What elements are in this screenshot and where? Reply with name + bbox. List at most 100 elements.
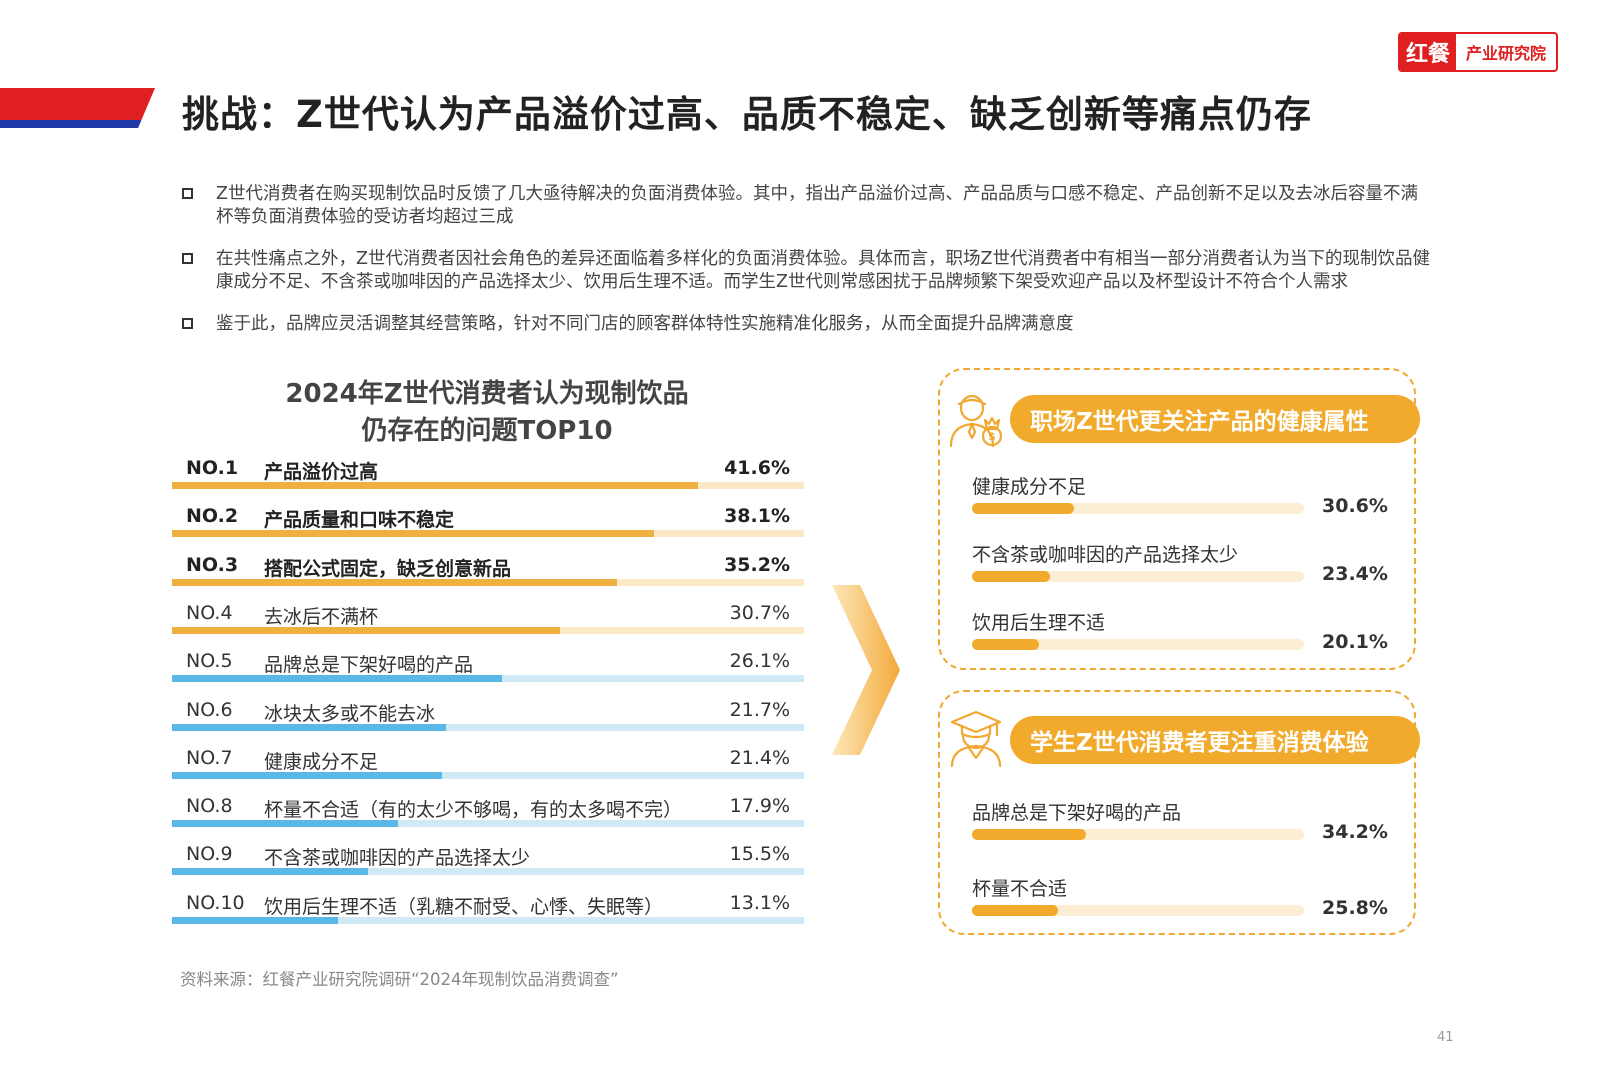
bar-track bbox=[172, 626, 804, 634]
bullet-item: Z世代消费者在购买现制饮品时反馈了几大亟待解决的负面消费体验。其中，指出产品溢价… bbox=[182, 183, 1432, 229]
bar bbox=[172, 916, 338, 924]
svg-text:$: $ bbox=[988, 430, 996, 443]
category-label: 饮用后生理不适 bbox=[972, 612, 1106, 634]
data-label: 15.5% bbox=[729, 843, 790, 866]
bullet-square-icon bbox=[182, 318, 193, 329]
bar-track bbox=[972, 639, 1304, 650]
brand-logo: 红餐 产业研究院 bbox=[1398, 32, 1558, 72]
list-item: 品牌总是下架好喝的产品 34.2% bbox=[972, 798, 1392, 858]
bar-track bbox=[172, 820, 804, 828]
bar-track bbox=[972, 503, 1304, 514]
bar-track bbox=[172, 578, 804, 586]
bar bbox=[172, 868, 368, 876]
category-label: 产品溢价过高 bbox=[264, 461, 379, 483]
data-label: 17.9% bbox=[729, 795, 790, 818]
data-label: 21.4% bbox=[729, 746, 790, 769]
data-label: 38.1% bbox=[724, 505, 790, 528]
category-label: 杯量不合适（有的太少不够喝，有的太多喝不完） bbox=[264, 799, 683, 822]
bar-track bbox=[172, 771, 804, 779]
list-item: 饮用后生理不适 20.1% bbox=[972, 608, 1392, 668]
list-item: 不含茶或咖啡因的产品选择太少 23.4% bbox=[972, 540, 1392, 600]
bar bbox=[972, 571, 1050, 582]
student-panel-title: 学生Z世代消费者更注重消费体验 bbox=[1010, 716, 1420, 764]
bar bbox=[172, 530, 654, 538]
category-label: 不含茶或咖啡因的产品选择太少 bbox=[264, 847, 531, 870]
data-label: 35.2% bbox=[724, 553, 790, 576]
bullet-item: 鉴于此，品牌应灵活调整其经营策略，针对不同门店的顾客群体特性实施精准化服务，从而… bbox=[182, 313, 1432, 336]
table-row: NO.1 产品溢价过高 41.6% bbox=[172, 452, 804, 500]
logo-brand-text: 红餐 bbox=[1400, 34, 1456, 70]
title-accent-stripe bbox=[0, 120, 155, 128]
rank-label: NO.1 bbox=[186, 457, 239, 479]
data-label: 30.7% bbox=[729, 601, 790, 624]
bullet-list: Z世代消费者在购买现制饮品时反馈了几大亟待解决的负面消费体验。其中，指出产品溢价… bbox=[182, 183, 1432, 355]
bar bbox=[172, 820, 399, 828]
workplace-panel-title: 职场Z世代更关注产品的健康属性 bbox=[1010, 395, 1420, 443]
rank-label: NO.5 bbox=[186, 650, 233, 673]
bar-track bbox=[172, 916, 804, 924]
page-number: 41 bbox=[1437, 1030, 1454, 1045]
category-label: 品牌总是下架好喝的产品 bbox=[264, 654, 474, 677]
bullet-text: Z世代消费者在购买现制饮品时反馈了几大亟待解决的负面消费体验。其中，指出产品溢价… bbox=[216, 184, 1418, 227]
bar bbox=[172, 482, 698, 489]
student-panel bbox=[938, 690, 1416, 935]
graduate-icon bbox=[950, 710, 1002, 768]
workplace-panel bbox=[938, 368, 1416, 670]
data-label: 34.2% bbox=[1322, 821, 1388, 843]
source-note: 资料来源：红餐产业研究院调研“2024年现制饮品消费调查” bbox=[180, 970, 619, 989]
rank-label: NO.3 bbox=[186, 553, 239, 576]
bar bbox=[172, 578, 617, 586]
bar bbox=[972, 905, 1058, 916]
bar bbox=[172, 771, 443, 779]
bar-track bbox=[972, 829, 1304, 840]
page-title: 挑战：Z世代认为产品溢价过高、品质不稳定、缺乏创新等痛点仍存 bbox=[182, 93, 1312, 136]
bar bbox=[172, 626, 561, 634]
table-row: NO.2 产品质量和口味不稳定 38.1% bbox=[172, 500, 804, 548]
chart-title-line1: 2024年Z世代消费者认为现制饮品 bbox=[285, 379, 689, 409]
category-label: 不含茶或咖啡因的产品选择太少 bbox=[972, 544, 1239, 566]
bar-track bbox=[172, 723, 804, 731]
table-row: NO.9 不含茶或咖啡因的产品选择太少 15.5% bbox=[172, 838, 804, 886]
table-row: NO.4 去冰后不满杯 30.7% bbox=[172, 597, 804, 645]
bar bbox=[972, 829, 1086, 840]
bar bbox=[972, 503, 1074, 514]
bar-track bbox=[972, 905, 1304, 916]
rank-label: NO.8 bbox=[186, 795, 233, 818]
data-label: 30.6% bbox=[1322, 495, 1388, 517]
data-label: 20.1% bbox=[1322, 631, 1388, 653]
bullet-text: 鉴于此，品牌应灵活调整其经营策略，针对不同门店的顾客群体特性实施精准化服务，从而… bbox=[216, 314, 1074, 334]
chart-title-line2: 仍存在的问题TOP10 bbox=[361, 416, 613, 446]
table-row: NO.10 饮用后生理不适（乳糖不耐受、心悸、失眠等） 13.1% bbox=[172, 887, 804, 935]
category-label: 杯量不合适 bbox=[972, 878, 1068, 900]
category-label: 搭配公式固定，缺乏创意新品 bbox=[264, 557, 512, 580]
rank-label: NO.9 bbox=[186, 843, 233, 866]
bar-track bbox=[172, 868, 804, 876]
data-label: 21.7% bbox=[729, 698, 790, 721]
data-label: 13.1% bbox=[729, 891, 790, 914]
title-accent-band bbox=[0, 88, 155, 128]
list-item: 健康成分不足 30.6% bbox=[972, 472, 1392, 532]
bar bbox=[172, 723, 447, 731]
bar-track bbox=[172, 530, 804, 538]
category-label: 饮用后生理不适（乳糖不耐受、心悸、失眠等） bbox=[264, 895, 664, 918]
table-row: NO.5 品牌总是下架好喝的产品 26.1% bbox=[172, 645, 804, 693]
bar bbox=[972, 639, 1039, 650]
rank-label: NO.6 bbox=[186, 698, 233, 721]
category-label: 品牌总是下架好喝的产品 bbox=[972, 802, 1182, 824]
table-row: NO.7 健康成分不足 21.4% bbox=[172, 742, 804, 790]
bullet-item: 在共性痛点之外，Z世代消费者因社会角色的差异还面临着多样化的负面消费体验。具体而… bbox=[182, 248, 1432, 294]
table-row: NO.6 冰块太多或不能去冰 21.7% bbox=[172, 694, 804, 742]
category-label: 冰块太多或不能去冰 bbox=[264, 702, 436, 725]
chevron-right-icon bbox=[832, 585, 900, 755]
rank-label: NO.2 bbox=[186, 505, 239, 528]
bar bbox=[172, 675, 502, 683]
bullet-square-icon bbox=[182, 253, 193, 264]
rank-label: NO.4 bbox=[186, 601, 233, 624]
category-label: 健康成分不足 bbox=[264, 750, 379, 773]
rank-label: NO.7 bbox=[186, 746, 233, 769]
bullet-square-icon bbox=[182, 188, 193, 199]
bar-track bbox=[172, 675, 804, 683]
data-label: 41.6% bbox=[724, 457, 790, 479]
data-label: 23.4% bbox=[1322, 563, 1388, 585]
bullet-text: 在共性痛点之外，Z世代消费者因社会角色的差异还面临着多样化的负面消费体验。具体而… bbox=[216, 249, 1430, 292]
